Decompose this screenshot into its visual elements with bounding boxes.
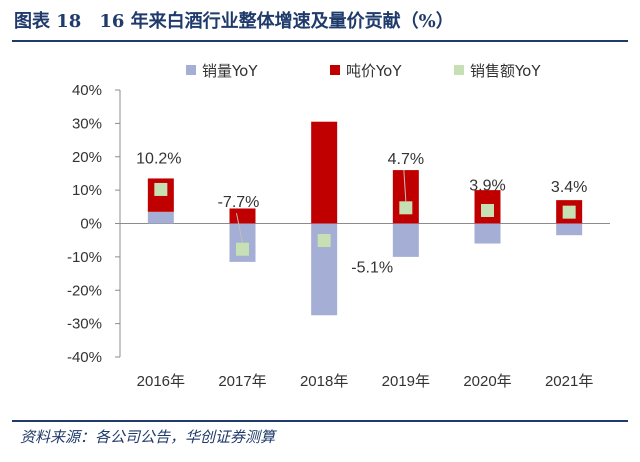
- x-tick-label: 2021年: [545, 373, 593, 390]
- y-tick-label: 30%: [72, 115, 102, 132]
- data-label: 10.2%: [136, 150, 181, 167]
- y-tick-label: 40%: [72, 82, 102, 99]
- bar-volume: [556, 223, 583, 236]
- legend-swatch: [330, 65, 340, 75]
- marker-sales: [481, 203, 494, 217]
- legend-swatch: [454, 65, 464, 75]
- marker-sales: [154, 182, 168, 196]
- data-label: -7.7%: [218, 194, 260, 211]
- data-labels: 10.2% -7.7% -5.1% 4.7% 3.9% 3.4%: [136, 150, 587, 276]
- title-divider: [12, 40, 628, 42]
- data-label: 3.4%: [551, 179, 587, 196]
- legend-label: 销售额YoY: [470, 62, 541, 80]
- y-tick-label: 20%: [72, 149, 102, 166]
- bar-volume: [392, 223, 419, 257]
- bars: [147, 121, 583, 316]
- legend-label: 吨价YoY: [346, 62, 402, 80]
- x-tick-label: 2017年: [218, 373, 266, 390]
- marker-sales: [236, 242, 249, 256]
- x-tick-label: 2018年: [300, 373, 348, 390]
- legend: 销量YoY 吨价YoY 销售额YoY: [186, 62, 541, 80]
- data-label: 4.7%: [388, 151, 424, 168]
- source-note: 资料来源：各公司公告，华创证券测算: [20, 428, 276, 446]
- legend-label: 销量YoY: [202, 62, 258, 80]
- data-label: 3.9%: [469, 177, 505, 194]
- y-tick-label: -20%: [67, 282, 102, 299]
- chart-title: 图表 18 16 年来白酒行业整体增速及量价贡献（%）: [14, 11, 454, 32]
- source-divider: [12, 420, 628, 422]
- legend-swatch: [186, 65, 196, 75]
- axes: 40% 30% 20% 10% 0% -10% -20% -30% -40% 2016年 2017年…: [67, 82, 610, 390]
- label-leader-line: [403, 169, 407, 202]
- chart-area: 40% 30% 20% 10% 0% -10% -20% -30% -40% 2016年 2017年…: [67, 62, 610, 390]
- label-leader-lines: [236, 169, 407, 243]
- bar-volume: [147, 211, 174, 224]
- bar-price: [311, 121, 338, 224]
- y-tick-label: 10%: [72, 182, 102, 199]
- y-tick-label: -30%: [67, 316, 102, 333]
- y-tick-label: -40%: [67, 349, 102, 366]
- y-tick-label: -10%: [67, 249, 102, 266]
- marker-sales: [562, 205, 576, 219]
- data-label: -5.1%: [351, 260, 393, 277]
- markers: [154, 182, 576, 256]
- x-tick-label: 2020年: [463, 373, 511, 390]
- x-tick-label: 2019年: [382, 373, 430, 390]
- marker-sales: [317, 234, 331, 248]
- y-tick-label: 0%: [80, 216, 102, 233]
- marker-sales: [399, 201, 413, 215]
- bar-volume: [474, 223, 501, 244]
- x-tick-label: 2016年: [137, 373, 185, 390]
- bar-price: [229, 208, 256, 224]
- label-leader-line: [236, 213, 243, 243]
